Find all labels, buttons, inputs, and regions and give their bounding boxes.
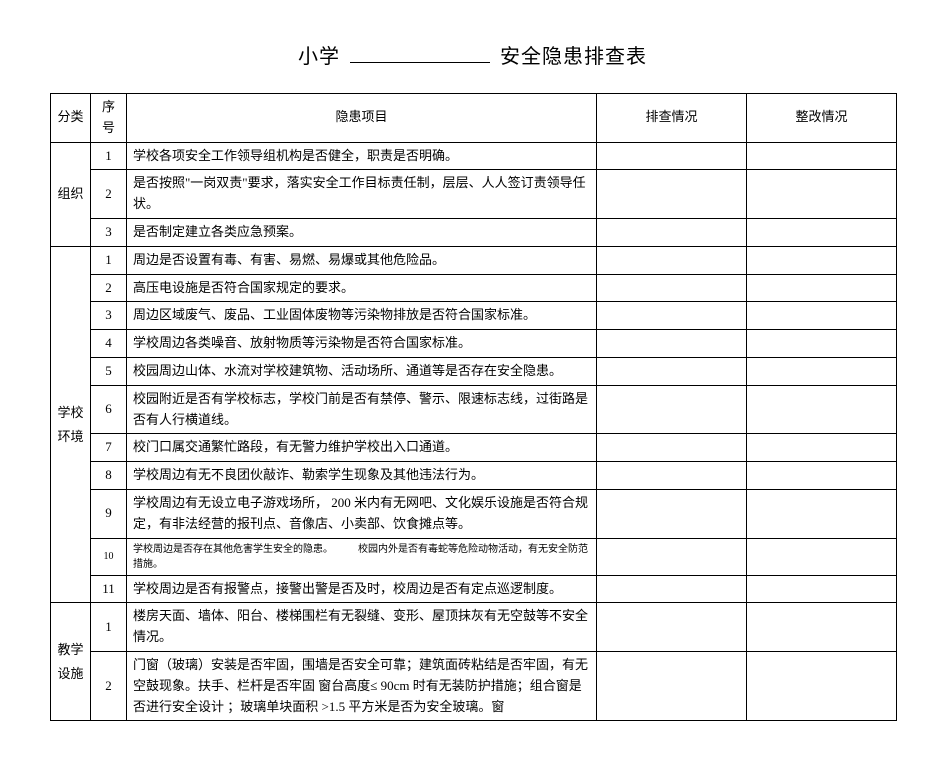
seq: 5 (91, 357, 127, 385)
table-row: 教学设施 1 楼房天面、墙体、阳台、楼梯围栏有无裂缝、变形、屋顶抹灰有无空鼓等不… (51, 603, 897, 652)
item: 学校周边是否有报警点，接警出警是否及时，校周边是否有定点巡逻制度。 (127, 575, 597, 603)
rectify-cell (747, 330, 897, 358)
rectify-cell (747, 218, 897, 246)
rectify-cell (747, 142, 897, 170)
seq: 8 (91, 462, 127, 490)
seq: 1 (91, 246, 127, 274)
rectify-cell (747, 357, 897, 385)
item: 学校周边各类噪音、放射物质等污染物是否符合国家标准。 (127, 330, 597, 358)
seq: 4 (91, 330, 127, 358)
table-row: 8 学校周边有无不良团伙敲诈、勒索学生现象及其他违法行为。 (51, 462, 897, 490)
seq: 6 (91, 385, 127, 434)
rectify-cell (747, 538, 897, 575)
rectify-cell (747, 651, 897, 720)
check-cell (597, 246, 747, 274)
check-cell (597, 434, 747, 462)
item: 校园周边山体、水流对学校建筑物、活动场所、通道等是否存在安全隐患。 (127, 357, 597, 385)
table-row: 3 是否制定建立各类应急预案。 (51, 218, 897, 246)
seq: 11 (91, 575, 127, 603)
rectify-cell (747, 575, 897, 603)
check-cell (597, 142, 747, 170)
check-cell (597, 330, 747, 358)
item: 门窗（玻璃）安装是否牢固，围墙是否安全可靠；建筑面砖粘结是否牢固，有无空鼓现象。… (127, 651, 597, 720)
title-suffix: 安全隐患排查表 (500, 46, 647, 68)
table-row: 9 学校周边有无设立电子游戏场所， 200 米内有无网吧、文化娱乐设施是否符合规… (51, 489, 897, 538)
seq: 1 (91, 142, 127, 170)
table-row: 2 高压电设施是否符合国家规定的要求。 (51, 274, 897, 302)
rectify-cell (747, 489, 897, 538)
check-cell (597, 218, 747, 246)
table-row: 10 学校周边是否存在其他危害学生安全的隐患。 校园内外是否有毒蛇等危险动物活动… (51, 538, 897, 575)
table-row: 4 学校周边各类噪音、放射物质等污染物是否符合国家标准。 (51, 330, 897, 358)
item: 楼房天面、墙体、阳台、楼梯围栏有无裂缝、变形、屋顶抹灰有无空鼓等不安全情况。 (127, 603, 597, 652)
table-row: 5 校园周边山体、水流对学校建筑物、活动场所、通道等是否存在安全隐患。 (51, 357, 897, 385)
h-category: 分类 (51, 94, 91, 143)
seq: 10 (91, 538, 127, 575)
item-part1: 学校周边是否存在其他危害学生安全的隐患。 (133, 544, 333, 555)
check-cell (597, 274, 747, 302)
seq: 3 (91, 302, 127, 330)
header-row: 分类 序号 隐患项目 排查情况 整改情况 (51, 94, 897, 143)
cat-fac: 教学设施 (51, 603, 91, 721)
rectify-cell (747, 385, 897, 434)
table-row: 组织 1 学校各项安全工作领导组机构是否健全，职责是否明确。 (51, 142, 897, 170)
table-row: 11 学校周边是否有报警点，接警出警是否及时，校周边是否有定点巡逻制度。 (51, 575, 897, 603)
seq: 2 (91, 170, 127, 219)
h-item: 隐患项目 (127, 94, 597, 143)
h-rectify: 整改情况 (747, 94, 897, 143)
rectify-cell (747, 462, 897, 490)
page-title: 小学 安全隐患排查表 (50, 40, 895, 69)
check-cell (597, 302, 747, 330)
rectify-cell (747, 246, 897, 274)
item: 学校周边有无设立电子游戏场所， 200 米内有无网吧、文化娱乐设施是否符合规定，… (127, 489, 597, 538)
item: 是否制定建立各类应急预案。 (127, 218, 597, 246)
seq: 1 (91, 603, 127, 652)
rectify-cell (747, 603, 897, 652)
table-row: 7 校门口属交通繁忙路段，有无警力维护学校出入口通道。 (51, 434, 897, 462)
item: 周边是否设置有毒、有害、易燃、易爆或其他危险品。 (127, 246, 597, 274)
item: 校园附近是否有学校标志，学校门前是否有禁停、警示、限速标志线，过街路是否有人行横… (127, 385, 597, 434)
check-cell (597, 538, 747, 575)
rectify-cell (747, 302, 897, 330)
seq: 9 (91, 489, 127, 538)
cat-org: 组织 (51, 142, 91, 246)
item: 学校各项安全工作领导组机构是否健全，职责是否明确。 (127, 142, 597, 170)
table-row: 2 是否按照"一岗双责"要求，落实安全工作目标责任制，层层、人人签订责领导任状。 (51, 170, 897, 219)
check-cell (597, 575, 747, 603)
check-cell (597, 357, 747, 385)
seq: 2 (91, 651, 127, 720)
h-seq: 序号 (91, 94, 127, 143)
check-cell (597, 489, 747, 538)
title-prefix: 小学 (298, 46, 340, 68)
check-cell (597, 462, 747, 490)
seq: 7 (91, 434, 127, 462)
table-row: 学校环境 1 周边是否设置有毒、有害、易燃、易爆或其他危险品。 (51, 246, 897, 274)
hazard-table: 分类 序号 隐患项目 排查情况 整改情况 组织 1 学校各项安全工作领导组机构是… (50, 93, 897, 721)
check-cell (597, 603, 747, 652)
seq: 2 (91, 274, 127, 302)
check-cell (597, 651, 747, 720)
seq: 3 (91, 218, 127, 246)
rectify-cell (747, 434, 897, 462)
item: 校门口属交通繁忙路段，有无警力维护学校出入口通道。 (127, 434, 597, 462)
title-blank (350, 42, 490, 63)
rectify-cell (747, 170, 897, 219)
cat-env: 学校环境 (51, 246, 91, 603)
table-row: 3 周边区域废气、废品、工业固体废物等污染物排放是否符合国家标准。 (51, 302, 897, 330)
item: 周边区域废气、废品、工业固体废物等污染物排放是否符合国家标准。 (127, 302, 597, 330)
item: 学校周边是否存在其他危害学生安全的隐患。 校园内外是否有毒蛇等危险动物活动，有无… (127, 538, 597, 575)
item: 高压电设施是否符合国家规定的要求。 (127, 274, 597, 302)
table-row: 2 门窗（玻璃）安装是否牢固，围墙是否安全可靠；建筑面砖粘结是否牢固，有无空鼓现… (51, 651, 897, 720)
h-check: 排查情况 (597, 94, 747, 143)
rectify-cell (747, 274, 897, 302)
item: 学校周边有无不良团伙敲诈、勒索学生现象及其他违法行为。 (127, 462, 597, 490)
check-cell (597, 170, 747, 219)
table-row: 6 校园附近是否有学校标志，学校门前是否有禁停、警示、限速标志线，过街路是否有人… (51, 385, 897, 434)
item: 是否按照"一岗双责"要求，落实安全工作目标责任制，层层、人人签订责领导任状。 (127, 170, 597, 219)
check-cell (597, 385, 747, 434)
